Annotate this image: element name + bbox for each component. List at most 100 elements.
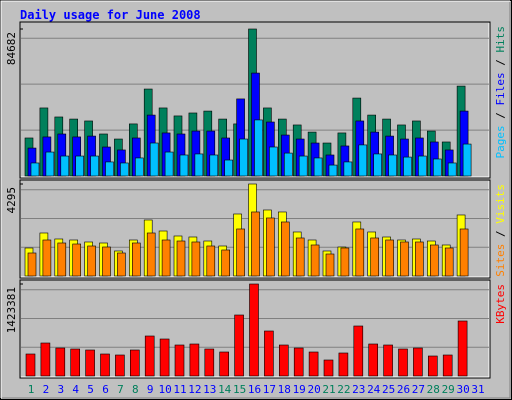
bar — [355, 228, 365, 277]
x-tick-label: 9 — [147, 383, 154, 396]
bar — [224, 159, 233, 177]
x-tick-label: 28 — [427, 383, 440, 396]
x-tick-label: 23 — [352, 383, 365, 396]
bar — [159, 338, 170, 377]
bar — [298, 155, 308, 177]
bar — [135, 157, 144, 177]
x-tick-label: 5 — [87, 383, 94, 396]
bar — [429, 244, 439, 277]
bar — [55, 347, 66, 377]
x-tick-label: 11 — [173, 383, 186, 396]
bar — [100, 353, 110, 377]
bar — [45, 151, 55, 177]
bar — [30, 162, 40, 177]
x-tick-label: 22 — [337, 383, 350, 396]
legend-separator: / — [494, 224, 507, 244]
legend-entry: Visits — [494, 184, 507, 224]
bar — [353, 325, 364, 377]
bar — [85, 349, 95, 377]
bar — [338, 352, 349, 377]
bar — [251, 211, 260, 277]
bar — [191, 241, 201, 277]
bar — [57, 242, 67, 277]
bar — [313, 157, 323, 177]
x-tick-label: 8 — [132, 383, 139, 396]
bar — [70, 348, 80, 377]
bar — [115, 354, 125, 377]
panel-bevel — [21, 181, 490, 278]
bar — [370, 237, 380, 277]
x-tick-label: 7 — [117, 383, 124, 396]
legend-entry: Files — [494, 72, 507, 105]
bar — [206, 245, 216, 277]
bar — [264, 330, 274, 377]
bar — [328, 164, 338, 177]
bar — [283, 152, 293, 177]
bar — [295, 237, 305, 277]
bar — [442, 354, 453, 377]
bar — [385, 239, 394, 277]
bar — [132, 242, 141, 277]
bar — [343, 161, 353, 177]
x-tick-label: 15 — [233, 383, 246, 396]
bar — [209, 154, 219, 177]
x-tick-label: 25 — [382, 383, 395, 396]
bar — [427, 355, 438, 377]
legend: Pages / Files / Hits — [494, 26, 507, 159]
x-tick-label: 6 — [102, 383, 109, 396]
bar — [117, 252, 126, 277]
chart-title: Daily usage for June 2008 — [20, 8, 201, 22]
bar — [42, 239, 52, 277]
bar — [308, 351, 319, 377]
bar — [358, 144, 368, 177]
x-tick-label: 10 — [158, 383, 171, 396]
bar — [176, 240, 186, 277]
bar — [90, 155, 99, 177]
bar — [194, 153, 204, 177]
legend: Sites / Visits — [494, 184, 507, 277]
legend-separator: / — [494, 106, 507, 126]
bar — [444, 247, 454, 277]
bar — [161, 239, 171, 277]
bar — [27, 252, 37, 277]
bar — [72, 243, 81, 277]
bar — [403, 156, 412, 177]
bar — [144, 335, 155, 377]
bar — [340, 247, 350, 277]
bar — [25, 353, 36, 377]
legend-entry: KBytes — [494, 284, 507, 324]
x-tick-label: 31 — [471, 383, 484, 396]
bar — [310, 244, 320, 277]
bar — [164, 151, 174, 177]
bar — [249, 283, 259, 377]
bar — [323, 359, 334, 377]
bar — [457, 320, 468, 377]
x-tick-label: 24 — [367, 383, 381, 396]
bar — [234, 314, 244, 377]
bar — [75, 155, 84, 177]
bar — [204, 348, 215, 377]
x-tick-label: 29 — [442, 383, 455, 396]
legend: KBytes — [494, 284, 507, 324]
legend-entry: Hits — [494, 26, 507, 53]
bar — [325, 253, 335, 277]
bar — [413, 347, 423, 377]
bar — [239, 138, 248, 177]
x-tick-label: 26 — [397, 383, 410, 396]
bar — [368, 343, 379, 377]
x-tick-label: 4 — [72, 383, 79, 396]
bar — [236, 228, 245, 277]
x-tick-label: 2 — [43, 383, 50, 396]
bar — [179, 154, 189, 177]
bar — [146, 232, 156, 277]
x-tick-label: 21 — [322, 383, 335, 396]
bar — [459, 228, 469, 277]
x-tick-label: 27 — [412, 383, 425, 396]
legend-entry: Sites — [494, 244, 507, 277]
y-tick-label: 1423381 — [5, 287, 18, 333]
y-tick-label: 84682 — [5, 32, 18, 65]
bar — [254, 119, 263, 177]
